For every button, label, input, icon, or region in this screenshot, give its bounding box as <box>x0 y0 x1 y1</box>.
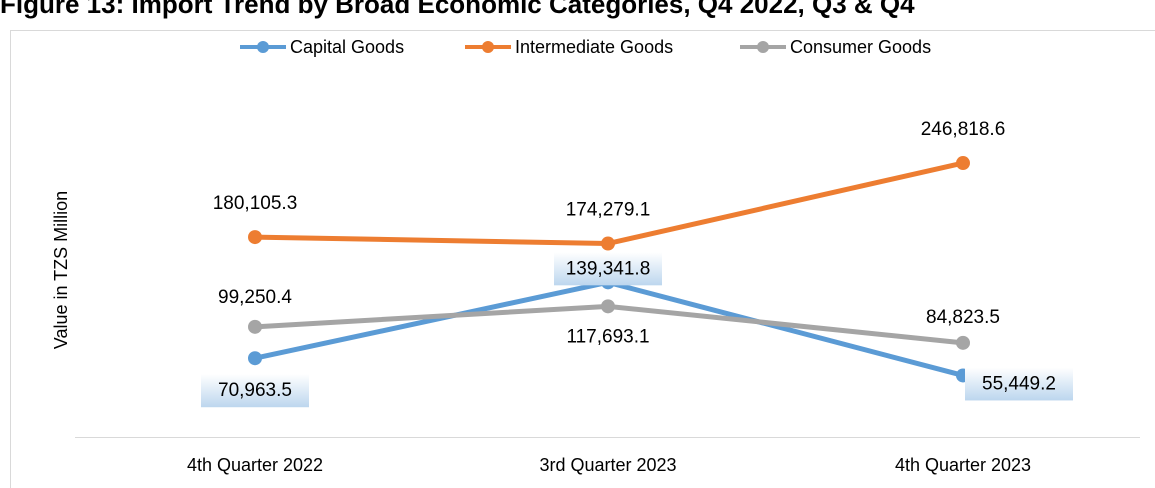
legend-label: Capital Goods <box>290 37 404 57</box>
legend-label: Intermediate Goods <box>515 37 673 57</box>
data-label: 246,818.6 <box>921 119 1006 140</box>
data-label: 174,279.1 <box>566 200 651 221</box>
data-point <box>601 299 615 314</box>
chart-border <box>10 30 1155 488</box>
data-label-box <box>201 374 309 408</box>
legend-marker <box>257 41 269 53</box>
y-axis-label: Value in TZS Million <box>51 191 71 349</box>
data-point <box>248 351 262 366</box>
data-label-box <box>965 367 1073 401</box>
x-tick-label: 4th Quarter 2022 <box>187 455 323 475</box>
data-label: 117,693.1 <box>566 326 649 347</box>
data-point <box>956 156 970 171</box>
data-point <box>248 319 262 334</box>
data-label: 139,341.8 <box>566 258 651 279</box>
legend-label: Consumer Goods <box>790 37 931 57</box>
chart-title: Figure 13: Import Trend by Broad Economi… <box>0 0 915 19</box>
data-label: 99,250.4 <box>218 287 292 308</box>
data-point <box>248 230 262 245</box>
x-tick-label: 3rd Quarter 2023 <box>539 455 676 475</box>
data-label: 180,105.3 <box>213 193 298 214</box>
x-tick-label: 4th Quarter 2023 <box>895 455 1031 475</box>
data-label-box <box>554 252 662 286</box>
data-label: 84,823.5 <box>926 307 1000 328</box>
legend-marker <box>757 41 769 53</box>
data-label: 70,963.5 <box>218 380 292 401</box>
data-point <box>601 236 615 251</box>
data-point <box>956 335 970 350</box>
data-label: 55,449.2 <box>982 373 1056 394</box>
legend-marker <box>482 41 494 53</box>
